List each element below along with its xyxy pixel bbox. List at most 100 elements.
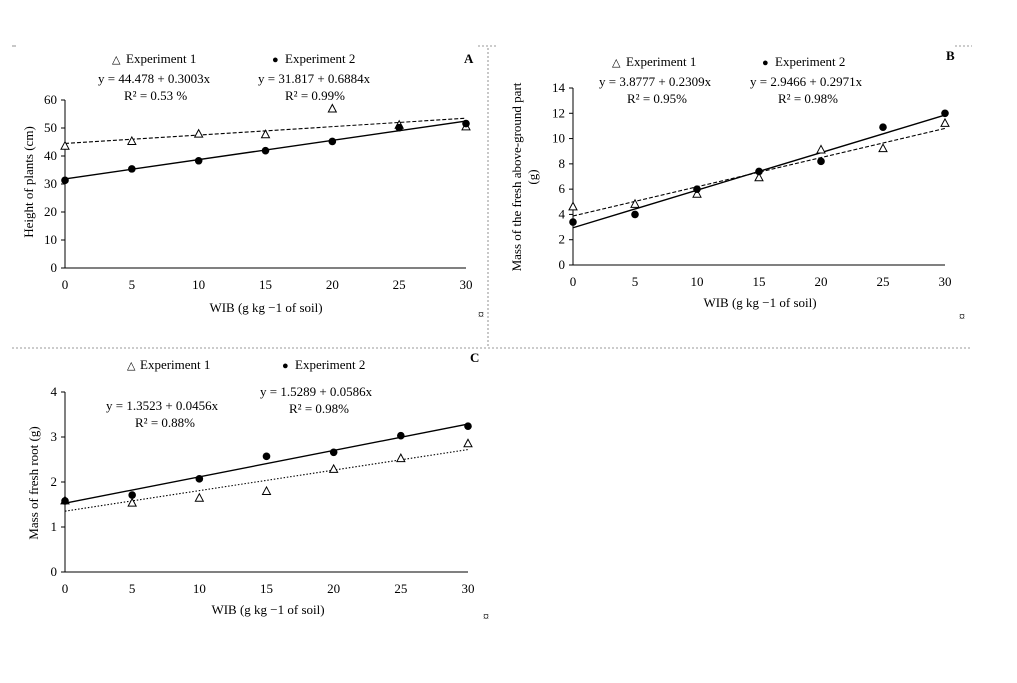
x-tick-label: 20 bbox=[815, 274, 828, 289]
legend-label-experiment-2: Experiment 2 bbox=[295, 357, 365, 372]
x-tick-label: 15 bbox=[753, 274, 766, 289]
point-experiment-2 bbox=[262, 452, 271, 461]
point-experiment-1 bbox=[754, 172, 764, 182]
point-experiment-1 bbox=[816, 144, 826, 154]
legend-marker-circle: ● bbox=[762, 57, 769, 69]
point-experiment-1 bbox=[194, 492, 205, 502]
y-tick-label: 12 bbox=[552, 105, 565, 120]
point-experiment-1 bbox=[260, 129, 271, 139]
legend-label-experiment-1: Experiment 1 bbox=[126, 51, 196, 66]
x-tick-label: 10 bbox=[192, 277, 205, 292]
x-tick-label: 30 bbox=[939, 274, 952, 289]
chart-panel-c: 0 1 2 3 4 0 5 10 15 20 25 30 △ Experiment 1 ● Exper… bbox=[26, 350, 489, 623]
y-tick-label: 0 bbox=[51, 564, 58, 579]
x-tick-label: 15 bbox=[260, 581, 273, 596]
point-experiment-2 bbox=[195, 475, 204, 483]
y-tick-label: 0 bbox=[51, 260, 58, 275]
r2-experiment-2: R² = 0.98% bbox=[289, 401, 349, 416]
r2-experiment-2: R² = 0.99% bbox=[285, 88, 345, 103]
x-tick-label: 0 bbox=[570, 274, 577, 289]
panel-label-c: C bbox=[470, 350, 479, 365]
y-tick-label: 30 bbox=[44, 176, 57, 191]
trendlines-c bbox=[64, 423, 469, 512]
r2-experiment-2: R² = 0.98% bbox=[778, 91, 838, 106]
legend-marker-triangle: △ bbox=[112, 54, 121, 66]
y-tick-label: 14 bbox=[552, 80, 566, 95]
chart-panel-b: 0 2 4 6 8 10 12 14 0 5 10 15 20 25 30 △ Experiment 1 ●… bbox=[509, 48, 965, 323]
x-tick-label: 20 bbox=[326, 277, 339, 292]
point-experiment-1 bbox=[327, 103, 338, 113]
y-tick-label: 2 bbox=[559, 232, 566, 247]
axes-b: 0 2 4 6 8 10 12 14 0 5 10 15 20 25 30 bbox=[552, 80, 952, 289]
axes-c: 0 1 2 3 4 0 5 10 15 20 25 30 bbox=[51, 384, 475, 596]
x-tick-label: 5 bbox=[632, 274, 639, 289]
y-axis-label-b-line2: (g) bbox=[525, 169, 540, 184]
point-experiment-1 bbox=[692, 188, 702, 198]
legend-b: △ Experiment 1 ● Experiment 2 y = 3.8777… bbox=[599, 54, 863, 106]
y-tick-label: 10 bbox=[44, 232, 57, 247]
x-axis-label-c: WIB (g kg −1 of soil) bbox=[211, 602, 324, 617]
panel-label-a: A bbox=[464, 51, 474, 66]
y-axis-label-b-line1: Mass of the fresh above-ground part bbox=[509, 82, 524, 271]
point-experiment-2 bbox=[128, 165, 136, 173]
y-tick-label: 50 bbox=[44, 120, 57, 135]
equation-experiment-1: y = 44.478 + 0.3003x bbox=[98, 71, 211, 86]
x-tick-label: 10 bbox=[193, 581, 206, 596]
markers-a bbox=[60, 103, 471, 185]
x-tick-label: 0 bbox=[62, 277, 69, 292]
markers-b bbox=[568, 109, 950, 226]
equation-experiment-1: y = 3.8777 + 0.2309x bbox=[599, 74, 712, 89]
point-experiment-1 bbox=[127, 497, 138, 507]
y-tick-label: 4 bbox=[51, 384, 58, 399]
point-experiment-2 bbox=[397, 431, 405, 440]
point-experiment-1 bbox=[193, 128, 204, 138]
x-tick-label: 15 bbox=[259, 277, 272, 292]
point-experiment-1 bbox=[878, 143, 888, 153]
point-experiment-2 bbox=[328, 137, 337, 146]
x-tick-label: 30 bbox=[460, 277, 473, 292]
point-experiment-2 bbox=[61, 176, 69, 185]
y-tick-label: 2 bbox=[51, 474, 58, 489]
point-experiment-2 bbox=[693, 185, 701, 193]
r2-experiment-1: R² = 0.88% bbox=[135, 415, 195, 430]
y-tick-label: 60 bbox=[44, 92, 57, 107]
markers-c bbox=[60, 422, 473, 507]
legend-marker-circle: ● bbox=[282, 360, 289, 372]
point-experiment-2 bbox=[755, 167, 763, 176]
chart-panel-a: 0 10 20 30 40 50 60 0 5 10 15 20 25 30 △ Experiment 1… bbox=[21, 51, 484, 321]
x-tick-label: 20 bbox=[327, 581, 340, 596]
point-experiment-1 bbox=[396, 453, 406, 463]
point-experiment-1 bbox=[328, 463, 339, 473]
point-experiment-1 bbox=[940, 117, 950, 127]
legend-label-experiment-2: Experiment 2 bbox=[285, 51, 355, 66]
x-tick-label: 5 bbox=[129, 277, 136, 292]
y-axis-label-c: Mass of fresh root (g) bbox=[26, 426, 41, 539]
x-tick-label: 5 bbox=[129, 581, 136, 596]
panel-label-b: B bbox=[946, 48, 955, 63]
y-tick-label: 6 bbox=[559, 181, 566, 196]
point-experiment-1 bbox=[463, 438, 473, 448]
axes-a: 0 10 20 30 40 50 60 0 5 10 15 20 25 30 bbox=[44, 92, 473, 292]
point-experiment-2 bbox=[569, 218, 577, 226]
point-experiment-2 bbox=[261, 146, 270, 155]
point-experiment-2 bbox=[817, 157, 825, 166]
point-experiment-2 bbox=[631, 210, 639, 219]
x-tick-label: 0 bbox=[62, 581, 69, 596]
y-tick-label: 4 bbox=[559, 206, 566, 221]
corner-mark-a: ¤ bbox=[478, 307, 484, 321]
point-experiment-2 bbox=[194, 156, 203, 165]
x-tick-label: 25 bbox=[877, 274, 890, 289]
r2-experiment-1: R² = 0.53 % bbox=[124, 88, 187, 103]
legend-label-experiment-1: Experiment 1 bbox=[140, 357, 210, 372]
equation-experiment-2: y = 31.817 + 0.6884x bbox=[258, 71, 371, 86]
legend-marker-triangle: △ bbox=[612, 57, 621, 69]
x-axis-label-b: WIB (g kg −1 of soil) bbox=[703, 295, 816, 310]
corner-mark-c: ¤ bbox=[483, 609, 489, 623]
corner-mark-b: ¤ bbox=[959, 309, 965, 323]
point-experiment-2 bbox=[941, 109, 949, 118]
point-experiment-1 bbox=[630, 198, 640, 208]
x-tick-label: 30 bbox=[462, 581, 475, 596]
point-experiment-1 bbox=[127, 135, 137, 145]
y-tick-label: 0 bbox=[559, 257, 566, 272]
